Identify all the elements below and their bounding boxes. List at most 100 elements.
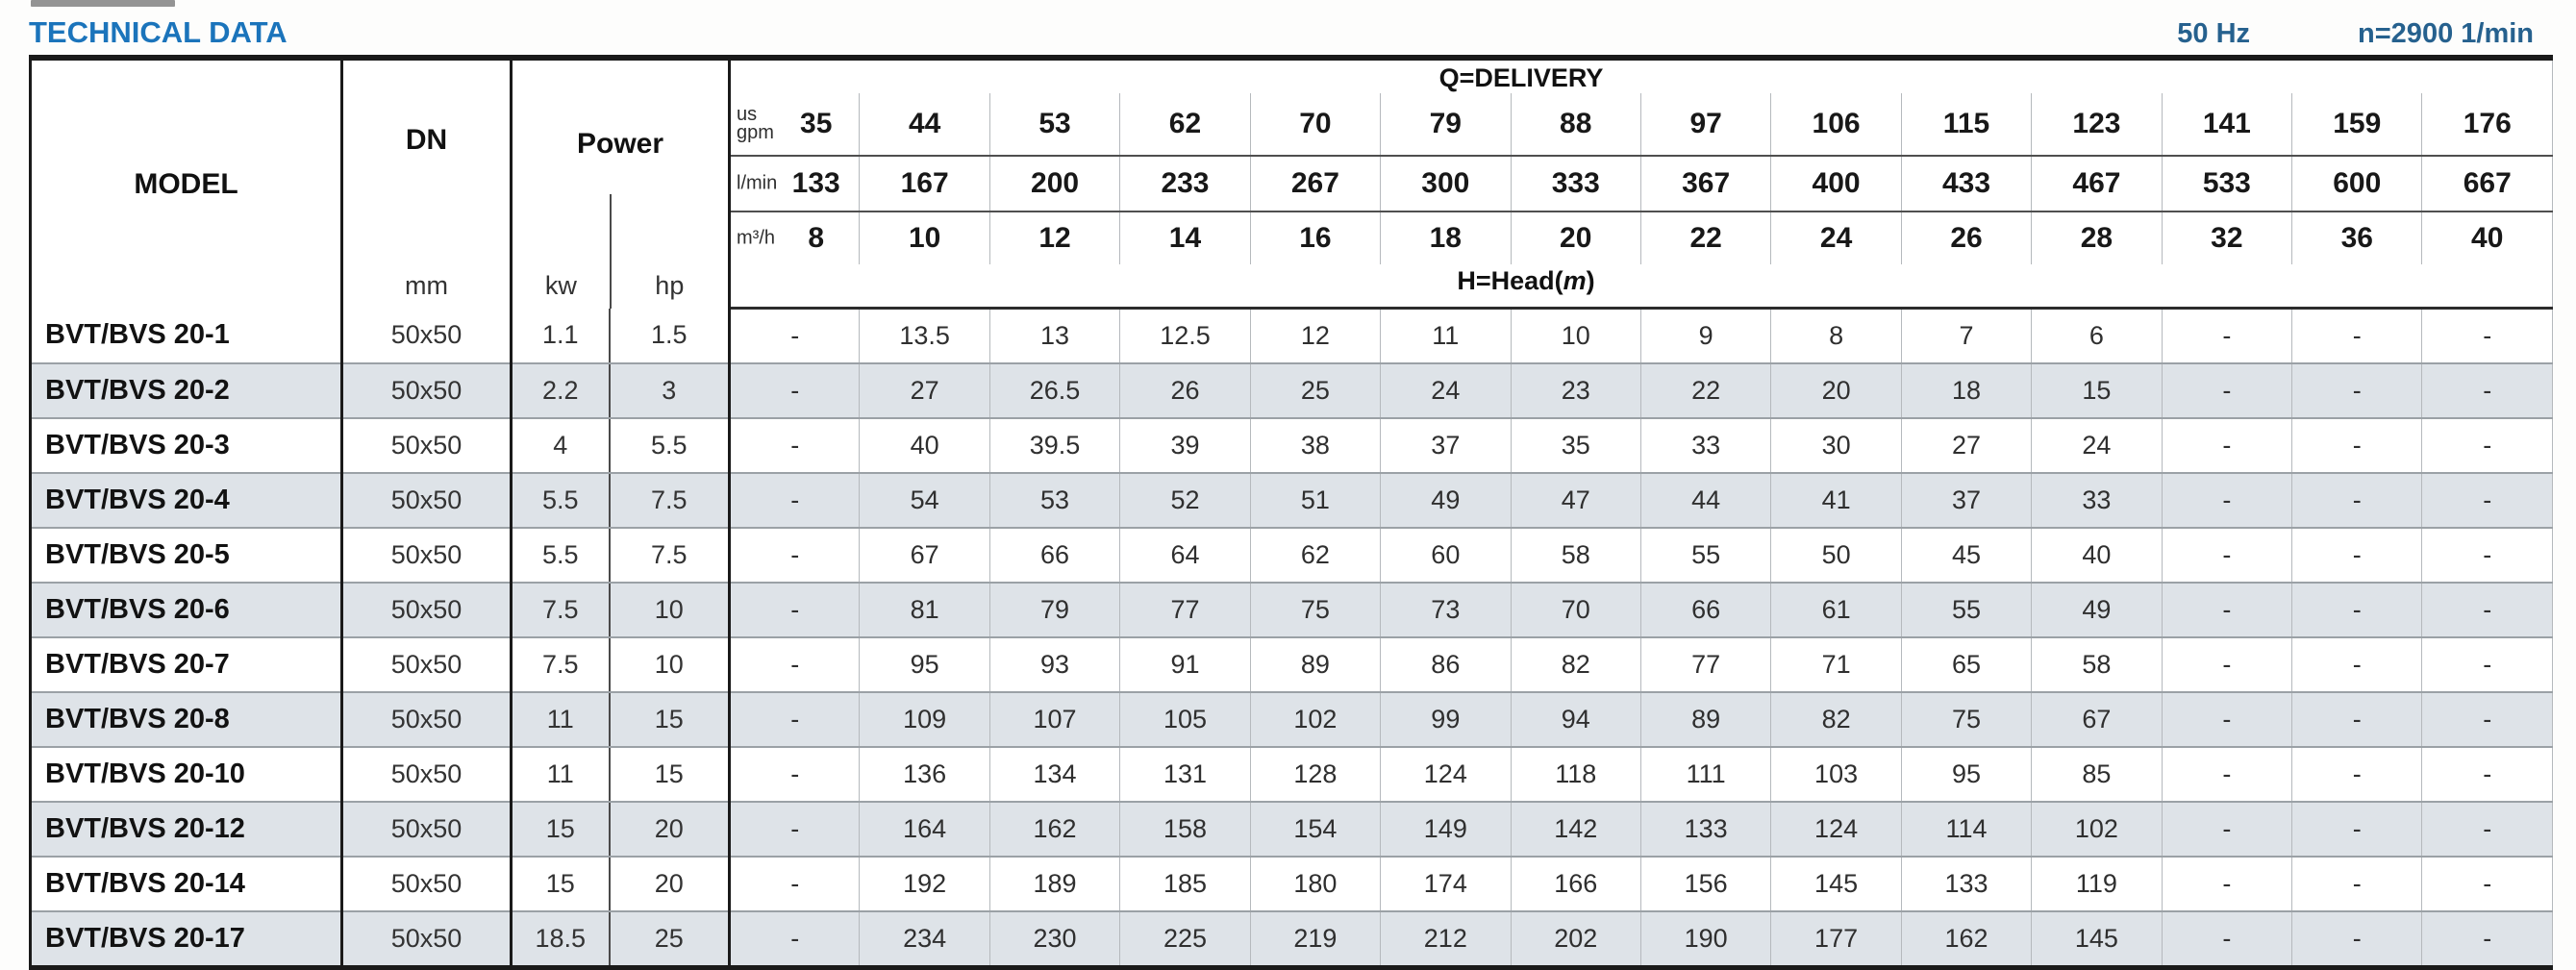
delivery-us-gpm-value: 88: [1510, 93, 1641, 157]
hp-cell: 10: [609, 637, 731, 693]
head-value-cell: 180: [1249, 857, 1381, 912]
head-value-cell: 86: [1380, 637, 1512, 693]
head-label-suffix: ): [1586, 266, 1595, 295]
head-value-cell: -: [727, 473, 860, 529]
head-value-cell: 124: [1380, 747, 1512, 803]
head-value-cell: 20: [1770, 363, 1902, 419]
head-value-cell: -: [2421, 528, 2553, 584]
table-row: BVT/BVS 20-12 50x50 15 20-164 162 158 154 149 14…: [30, 802, 2553, 858]
kw-cell: 5.5: [511, 528, 611, 584]
delivery-m3-h-value: 14: [1119, 211, 1251, 264]
power-label: Power: [576, 128, 664, 160]
head-value-cell: -: [2291, 583, 2422, 638]
dn-cell: 50x50: [341, 692, 513, 748]
head-value-cell: 133: [1900, 857, 2032, 912]
head-value-cell: 89: [1639, 692, 1771, 748]
table-row: BVT/BVS 20-5 50x50 5.5 7.5-67 66 64 62 60 58 55 50…: [30, 528, 2553, 584]
head-value-cell: -: [2161, 802, 2292, 858]
page-title: TECHNICAL DATA: [29, 15, 288, 49]
head-value-cell: 35: [1510, 418, 1641, 474]
hp-cell: 1.5: [609, 308, 731, 364]
head-value-cell: -: [2421, 418, 2553, 474]
frequency-label: 50 Hz: [2177, 18, 2251, 49]
head-value-cell: 85: [2031, 747, 2163, 803]
head-value-cell: 39: [1119, 418, 1251, 474]
head-value-cell: 6: [2031, 308, 2163, 364]
hp-cell: 20: [609, 802, 731, 858]
head-value-cell: -: [2291, 473, 2422, 529]
head-value-cell: 67: [2031, 692, 2163, 748]
kw-cell: 11: [511, 747, 611, 803]
kw-cell: 15: [511, 802, 611, 858]
m3h-header-row: m³/h 8 10 12 14 16 18 20 22 24 26 28 32 36 40: [31, 211, 2553, 264]
delivery-us-gpm-value: us gpm 35: [727, 93, 860, 157]
delivery-us-gpm-value: 106: [1770, 93, 1902, 157]
head-value-cell: 136: [859, 747, 990, 803]
head-value-cell: 82: [1770, 692, 1902, 748]
hp-unit-label: hp: [609, 194, 728, 309]
table-row: BVT/BVS 20-3 50x50 4 5.5-40 39.5 39 38 37 35 33 30…: [30, 418, 2553, 474]
head-value-cell: 25: [1249, 363, 1381, 419]
head-value-cell: 142: [1510, 802, 1641, 858]
hp-cell: 7.5: [609, 473, 731, 529]
head-value-cell: 70: [1510, 583, 1641, 638]
unit-label-m3-h: m³/h: [737, 227, 775, 249]
head-value-cell: 38: [1249, 418, 1381, 474]
head-value-cell: -: [2161, 308, 2292, 364]
head-value-cell: 71: [1770, 637, 1902, 693]
unit-label-l-min: l/min: [737, 172, 778, 194]
delivery-l-min-value: 267: [1249, 156, 1381, 212]
head-value-cell: 82: [1510, 637, 1641, 693]
head-value-cell: 89: [1249, 637, 1381, 693]
head-value-cell: 58: [2031, 637, 2163, 693]
head-value-cell: 119: [2031, 857, 2163, 912]
head-value-cell: 58: [1510, 528, 1641, 584]
head-value-cell: 64: [1119, 528, 1251, 584]
head-value-cell: -: [2161, 857, 2292, 912]
kw-cell: 7.5: [511, 637, 611, 693]
head-value-cell: 51: [1249, 473, 1381, 529]
head-value-cell: 164: [859, 802, 990, 858]
delivery-label: Q=DELIVERY: [1438, 62, 1604, 92]
delivery-m3-h-value: 26: [1900, 211, 2032, 264]
speed-label: n=2900 1/min: [2358, 18, 2534, 49]
delivery-m3-h-value: 36: [2291, 211, 2422, 264]
head-value-cell: 49: [1380, 473, 1512, 529]
delivery-l-min-value: 167: [859, 156, 990, 212]
head-value-cell: 99: [1380, 692, 1512, 748]
head-value-cell: -: [727, 802, 860, 858]
head-value-cell: 13.5: [859, 308, 990, 364]
delivery-m3-h-value: 32: [2161, 211, 2292, 264]
model-cell: BVT/BVS 20-3: [30, 418, 343, 474]
dn-cell: 50x50: [341, 857, 513, 912]
head-value-cell: 52: [1119, 473, 1251, 529]
head-value-cell: 54: [859, 473, 990, 529]
head-value-cell: 156: [1639, 857, 1771, 912]
head-value-cell: 91: [1119, 637, 1251, 693]
head-value-cell: -: [2291, 692, 2422, 748]
model-cell: BVT/BVS 20-12: [30, 802, 343, 858]
delivery-l-min-value: 467: [2031, 156, 2163, 212]
head-value-cell: 93: [988, 637, 1120, 693]
head-value-cell: 77: [1639, 637, 1771, 693]
table-row: BVT/BVS 20-1 50x50 1.1 1.5-13.5 13 12.5 12 11 10…: [30, 308, 2553, 364]
head-value-cell: -: [2421, 473, 2553, 529]
hp-cell: 7.5: [609, 528, 731, 584]
head-value-cell: 149: [1380, 802, 1512, 858]
head-value-cell: 30: [1770, 418, 1902, 474]
delivery-us-gpm-value: 123: [2031, 93, 2163, 157]
head-value-cell: -: [2421, 747, 2553, 803]
head-value-cell: -: [2161, 747, 2292, 803]
delivery-m3-h-value: 28: [2031, 211, 2163, 264]
head-value-cell: 37: [1900, 473, 2032, 529]
delivery-m3-h-value: 20: [1510, 211, 1641, 264]
lmin-header-row: l/min 133 167 200 233 267 300 333 367 400 433 467 53…: [31, 156, 2553, 212]
delivery-us-gpm-value: 79: [1380, 93, 1512, 157]
head-value-cell: -: [727, 692, 860, 748]
head-value-cell: 40: [2031, 528, 2163, 584]
delivery-l-min-value: 400: [1770, 156, 1902, 212]
head-value-cell: 109: [859, 692, 990, 748]
head-value-cell: 18: [1900, 363, 2032, 419]
head-value-cell: -: [727, 583, 860, 638]
head-value-cell: 118: [1510, 747, 1641, 803]
